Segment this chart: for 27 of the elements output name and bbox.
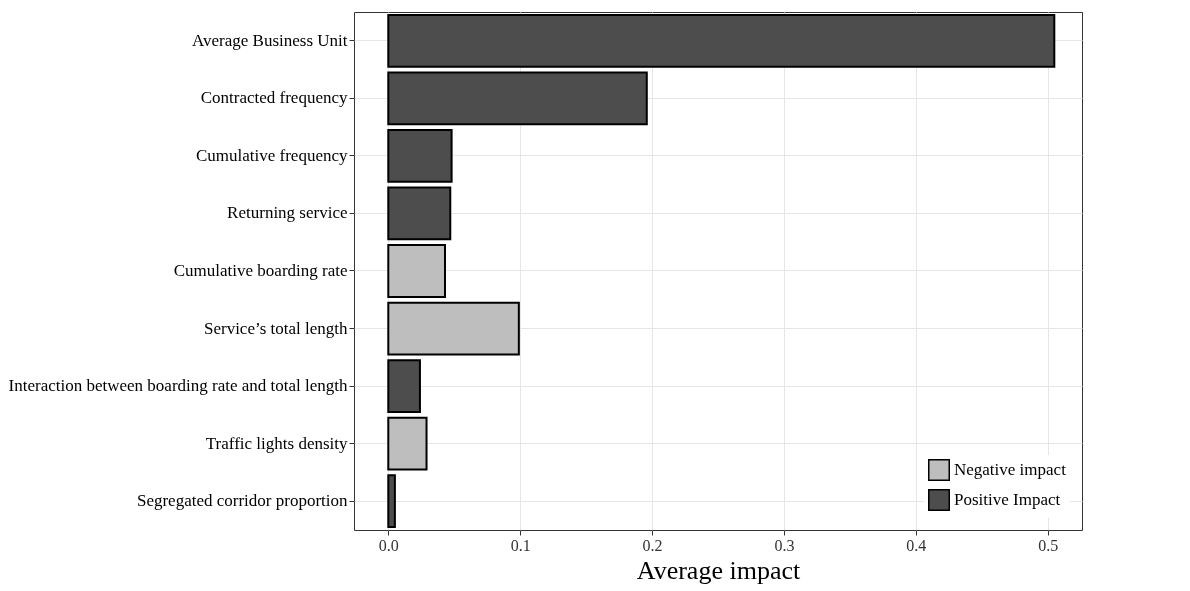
bar [387,71,648,126]
x-tick-label: 0.2 [642,536,663,554]
bar [387,359,421,414]
x-tick-label: 0.1 [510,536,531,554]
y-tick-label: Service’s total length [203,318,348,338]
y-tick-label: Segregated corridor proportion [136,491,348,511]
y-tick-label: Contracted frequency [200,88,348,108]
bar [387,474,396,529]
legend-label: Positive Impact [954,490,1061,509]
x-axis-title: Average impact [636,555,801,585]
y-tick-label: Cumulative frequency [195,145,348,165]
bar [387,244,446,298]
x-tick-label: 0.3 [774,536,795,554]
x-tick-label: 0.4 [906,536,927,554]
y-tick-label: Average Business Unit [192,30,348,50]
y-tick-label: Traffic lights density [205,433,348,453]
y-tick-label: Interaction between boarding rate and total length [8,376,348,396]
bar [387,128,453,183]
x-tick-label: 0.5 [1038,536,1059,554]
bar [387,416,428,471]
bar [387,13,1056,68]
legend-label: Negative impact [954,460,1067,479]
bar [387,186,452,241]
y-tick-label: Cumulative boarding rate [173,261,348,280]
x-tick-label: 0.0 [378,536,399,554]
bar [387,301,520,356]
y-tick-label: Returning service [227,203,348,223]
